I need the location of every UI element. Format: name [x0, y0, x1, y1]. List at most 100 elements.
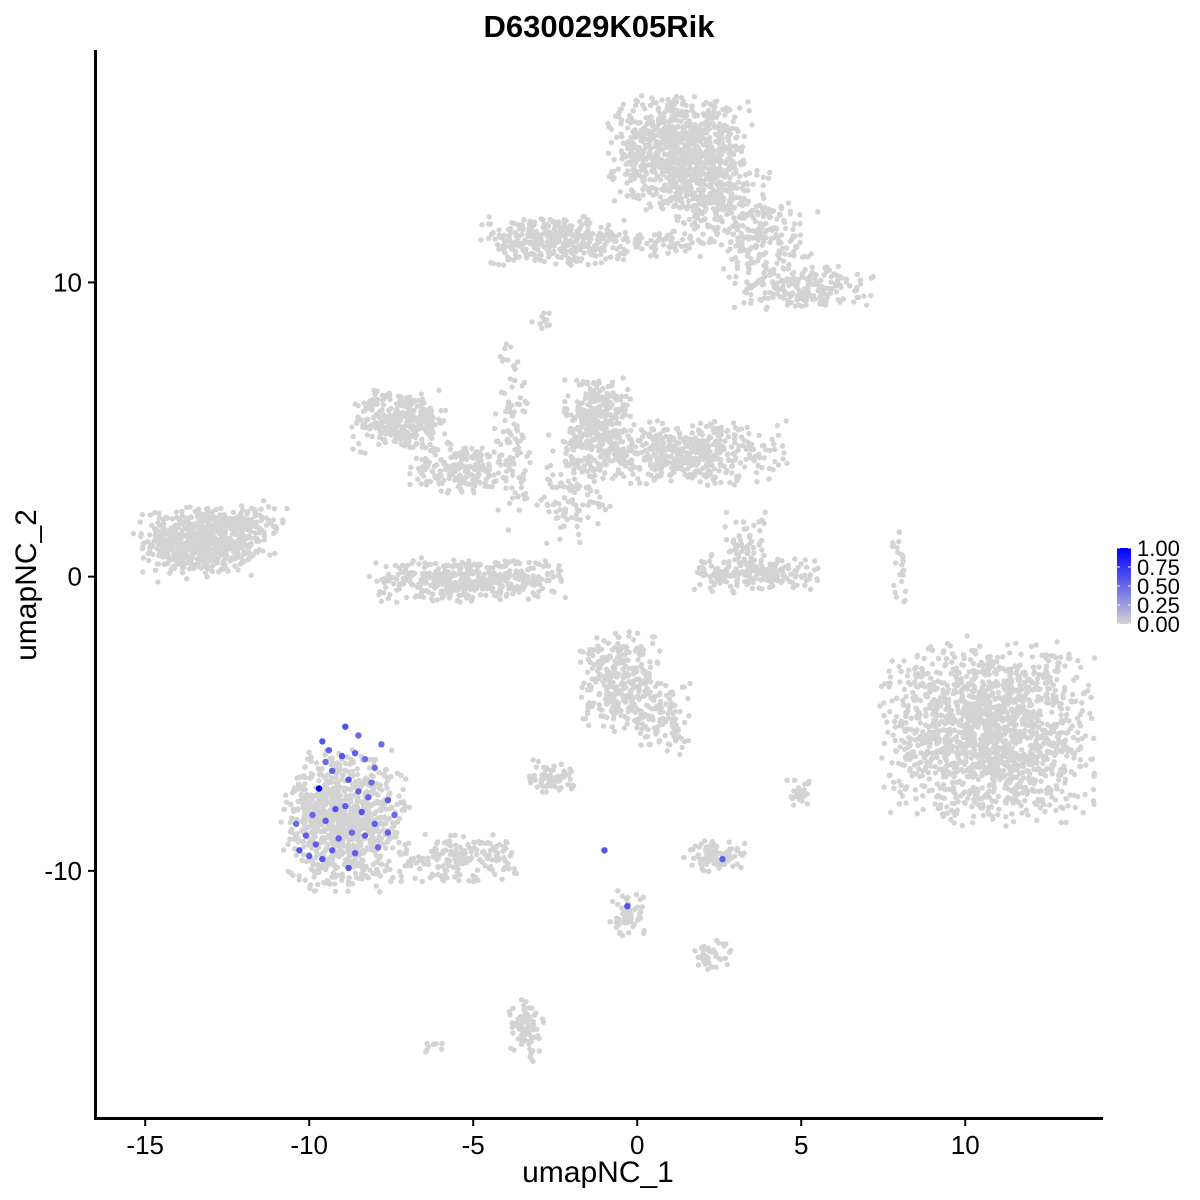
cell-point: [619, 393, 625, 400]
cell-point: [661, 169, 667, 175]
cell-point: [733, 273, 739, 280]
cell-point: [507, 376, 513, 382]
cell-point: [198, 522, 204, 528]
cell-point: [370, 415, 377, 421]
cell-point: [671, 203, 678, 209]
cell-point: [725, 229, 731, 236]
cell-point: [606, 446, 612, 453]
cell-point: [505, 357, 511, 363]
cell-point: [733, 147, 740, 153]
cell-point: [780, 265, 786, 271]
cell-point: [191, 535, 198, 542]
cell-point: [189, 549, 195, 555]
cell-point: [772, 446, 778, 453]
cell-point: [249, 505, 255, 511]
cell-point: [657, 160, 663, 167]
cell-point: [261, 537, 268, 543]
cell-point: [692, 472, 698, 478]
cell-point: [790, 233, 796, 239]
cell-point: [260, 548, 266, 554]
cell-point: [553, 261, 559, 267]
cell-point: [730, 420, 737, 426]
cell-point: [251, 522, 258, 528]
cell-point: [701, 187, 707, 193]
cell-point: [350, 446, 356, 452]
cell-point: [440, 418, 447, 424]
cell-point: [710, 178, 716, 185]
cell-point: [166, 536, 172, 542]
cell-point: [762, 289, 768, 296]
cell-point: [754, 479, 760, 485]
cell-point: [624, 193, 630, 199]
cell-point: [159, 533, 165, 539]
cell-point: [615, 253, 621, 259]
cell-point: [824, 265, 831, 271]
cell-point: [178, 546, 184, 552]
cell-point: [789, 271, 796, 277]
cell-point: [552, 499, 559, 505]
cell-point: [744, 424, 750, 431]
cell-point: [213, 506, 219, 513]
cell-point: [535, 246, 541, 253]
cell-point: [668, 101, 674, 107]
cell-point: [205, 528, 211, 534]
cell-point: [713, 114, 720, 121]
cell-point: [701, 567, 707, 573]
cell-point: [585, 502, 591, 508]
cell-point: [408, 401, 414, 408]
cell-point: [861, 293, 867, 299]
cell-point: [797, 212, 803, 218]
cell-point: [728, 239, 734, 245]
cell-point: [683, 242, 689, 249]
cell-point: [483, 592, 489, 598]
cell-point: [284, 505, 290, 512]
cell-point: [457, 481, 463, 487]
cell-point: [736, 560, 742, 566]
cell-point: [799, 274, 806, 280]
cell-point: [727, 479, 733, 486]
cell-point: [692, 146, 698, 153]
cell-point: [711, 441, 717, 447]
cell-point: [453, 462, 460, 468]
cell-point: [246, 555, 253, 561]
cell-point: [561, 495, 568, 501]
cell-point: [689, 430, 695, 436]
cell-point: [544, 239, 551, 245]
cell-point: [374, 401, 380, 407]
plot-title: D630029K05Rik: [484, 9, 716, 44]
cell-point: [175, 555, 181, 561]
cell-point: [731, 164, 737, 170]
cell-point: [648, 244, 654, 250]
cell-point: [761, 552, 767, 558]
cell-point: [868, 292, 874, 299]
cell-point: [521, 217, 527, 223]
cell-point: [544, 540, 550, 546]
cell-point: [704, 125, 711, 132]
cell-point: [528, 565, 534, 571]
cell-point: [742, 464, 748, 470]
cell-point: [701, 472, 707, 478]
cell-point: [733, 566, 739, 572]
cell-point: [636, 466, 643, 472]
cell-point: [586, 485, 592, 491]
cell-point: [706, 558, 713, 564]
cell-point: [531, 222, 537, 228]
cell-point: [506, 500, 513, 507]
cell-point: [725, 248, 731, 254]
cell-point: [753, 564, 759, 570]
cell-point: [851, 299, 857, 305]
cell-point: [600, 441, 606, 447]
cell-point: [760, 182, 766, 189]
cell-point: [534, 232, 541, 239]
cell-point: [689, 461, 696, 467]
cell-point: [644, 121, 650, 127]
cell-point: [608, 139, 615, 146]
cell-point: [667, 195, 674, 202]
cell-point: [624, 235, 630, 241]
cell-point: [567, 426, 573, 432]
cell-point: [695, 187, 702, 193]
cell-point: [403, 594, 410, 601]
cell-point: [167, 540, 173, 546]
cell-point: [386, 418, 392, 425]
cell-point: [609, 379, 616, 385]
